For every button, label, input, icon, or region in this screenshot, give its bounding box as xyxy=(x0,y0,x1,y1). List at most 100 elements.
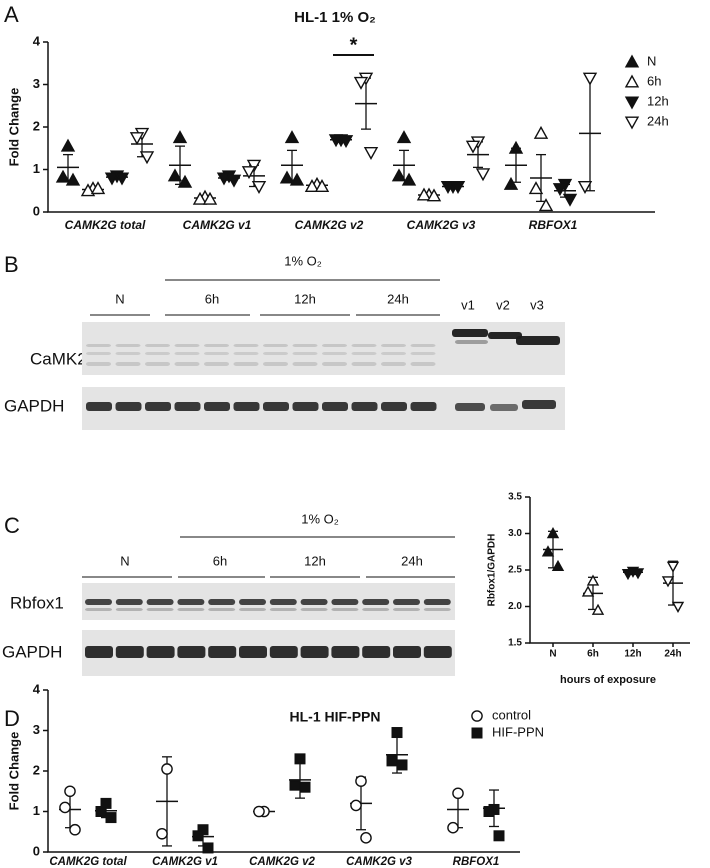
band xyxy=(410,362,436,366)
marker xyxy=(167,168,183,182)
band xyxy=(86,352,111,355)
marker xyxy=(90,181,106,195)
group-label: 24h xyxy=(387,291,409,306)
y-axis-label: Rbfox1/GAPDH xyxy=(487,534,498,607)
y-tick-label: 3 xyxy=(33,76,40,91)
x-tick-label: CAMK2G v2 xyxy=(295,218,364,232)
marker xyxy=(289,172,305,186)
band xyxy=(351,402,378,411)
marker xyxy=(581,585,595,597)
band xyxy=(85,646,113,658)
band xyxy=(208,599,236,605)
band xyxy=(393,608,420,611)
band xyxy=(239,608,266,611)
band xyxy=(362,599,390,605)
band xyxy=(381,362,406,366)
band xyxy=(115,646,144,658)
y-tick-label: 2.5 xyxy=(508,565,522,576)
band xyxy=(115,402,142,411)
y-tick-label: 0 xyxy=(33,203,40,218)
band xyxy=(331,608,359,611)
marker xyxy=(621,568,635,581)
marker xyxy=(541,545,555,557)
band xyxy=(174,402,201,411)
marker xyxy=(304,179,320,192)
marker xyxy=(465,140,481,154)
band xyxy=(86,402,112,411)
band xyxy=(455,340,488,344)
panel-label: B xyxy=(4,252,19,277)
marker xyxy=(666,561,680,573)
band xyxy=(351,344,377,347)
band xyxy=(362,646,391,658)
marker xyxy=(328,134,344,148)
band xyxy=(239,646,267,658)
marker xyxy=(493,830,505,842)
y-axis-label: Fold Change xyxy=(6,732,21,811)
marker xyxy=(338,135,354,149)
band xyxy=(115,608,143,611)
band xyxy=(331,599,359,605)
marker xyxy=(161,763,173,775)
marker xyxy=(471,727,483,739)
marker xyxy=(591,603,605,615)
marker xyxy=(177,174,193,188)
marker xyxy=(253,805,265,818)
variant-label: v1 xyxy=(461,297,475,312)
group-label: 6h xyxy=(205,291,219,306)
marker xyxy=(475,168,491,182)
band xyxy=(381,344,406,347)
marker xyxy=(538,198,554,212)
blot xyxy=(82,630,455,676)
y-tick-label: 2 xyxy=(33,762,40,777)
band xyxy=(204,344,229,347)
band xyxy=(410,402,437,411)
band xyxy=(204,352,229,355)
y-tick-label: 3.0 xyxy=(508,528,522,539)
group-label: N xyxy=(120,553,129,568)
marker xyxy=(355,775,367,787)
marker xyxy=(631,568,645,580)
x-tick-label: CAMK2G total xyxy=(49,856,127,868)
legend-label: N xyxy=(647,53,656,68)
band xyxy=(85,599,112,605)
band xyxy=(86,362,111,366)
marker xyxy=(396,759,408,771)
blot xyxy=(82,322,565,375)
band xyxy=(177,646,206,658)
marker xyxy=(577,181,593,194)
band xyxy=(516,336,560,345)
marker xyxy=(528,181,544,195)
band xyxy=(322,344,347,347)
marker xyxy=(114,172,130,186)
band xyxy=(174,344,200,347)
marker xyxy=(156,827,168,840)
marker xyxy=(363,147,379,160)
marker xyxy=(586,574,600,586)
band xyxy=(423,599,451,605)
marker xyxy=(546,527,560,539)
band xyxy=(292,344,318,347)
x-tick-label: CAMK2G v1 xyxy=(152,856,218,868)
x-tick-label: CAMK2G v3 xyxy=(407,218,476,232)
marker xyxy=(294,753,306,765)
chart-title: HL-1 HIF-PPN xyxy=(290,709,381,725)
group-label: 12h xyxy=(304,553,326,568)
band xyxy=(351,362,377,366)
band xyxy=(86,344,111,347)
band xyxy=(208,608,236,611)
marker xyxy=(360,832,372,844)
blot xyxy=(82,583,455,620)
y-tick-label: 3 xyxy=(33,722,40,737)
marker xyxy=(172,130,188,144)
legend-label: HIF-PPN xyxy=(492,724,544,739)
marker xyxy=(552,183,568,197)
band xyxy=(204,362,229,366)
band xyxy=(263,402,289,411)
band xyxy=(115,362,141,366)
marker xyxy=(353,76,369,90)
band xyxy=(263,362,288,366)
marker xyxy=(202,191,218,205)
band xyxy=(322,352,347,355)
